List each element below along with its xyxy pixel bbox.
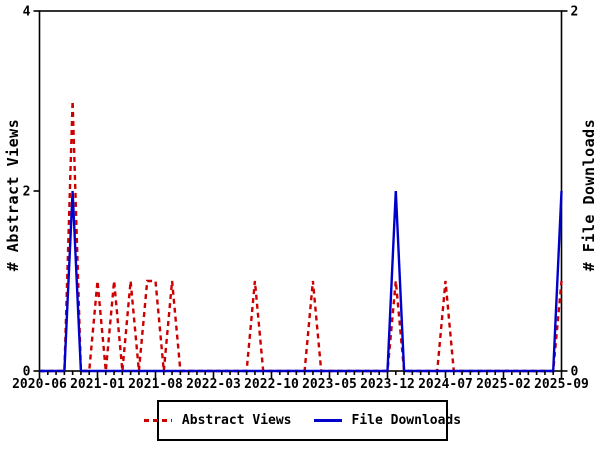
x-axis-tick-label: 2023-05 [302, 377, 357, 392]
y-axis-left-tick-label: 4 [23, 5, 31, 20]
left-axis-title: # Abstract Views [4, 118, 22, 272]
y-axis-left-tick-label: 2 [23, 185, 31, 200]
x-axis-tick-label: 2021-08 [128, 377, 183, 392]
x-axis-tick-label: 2024-07 [418, 377, 473, 392]
x-axis-tick-label: 2022-03 [186, 377, 241, 392]
x-axis-tick-label: 2023-12 [360, 377, 415, 392]
x-axis-tick-label: 2021-01 [70, 377, 125, 392]
legend-label: Abstract Views [181, 413, 292, 428]
series-line-abstract-views [39, 100, 563, 373]
legend-label: File Downloads [351, 413, 462, 428]
legend: Abstract Views File Downloads [143, 400, 461, 441]
x-axis-tick-label: 2025-09 [534, 377, 589, 392]
y-axis-left-tick-label: 0 [23, 365, 31, 380]
series-line-file-downloads [39, 190, 563, 373]
x-axis-tick-label: 2025-02 [476, 377, 531, 392]
x-axis-tick-label: 2020-06 [12, 377, 67, 392]
legend-entry-file-downloads: File Downloads [313, 413, 462, 428]
plot-border [38, 10, 563, 372]
x-axis-tick-label: 2022-10 [244, 377, 299, 392]
legend-entry-abstract-views: Abstract Views [143, 413, 292, 428]
right-axis-title: # File Downloads [580, 118, 598, 272]
dashed-line-sample-icon [143, 419, 172, 422]
y-axis-right-tick-label: 2 [571, 5, 579, 20]
y-axis-right-tick-label: 0 [571, 365, 579, 380]
solid-line-sample-icon [313, 419, 342, 422]
